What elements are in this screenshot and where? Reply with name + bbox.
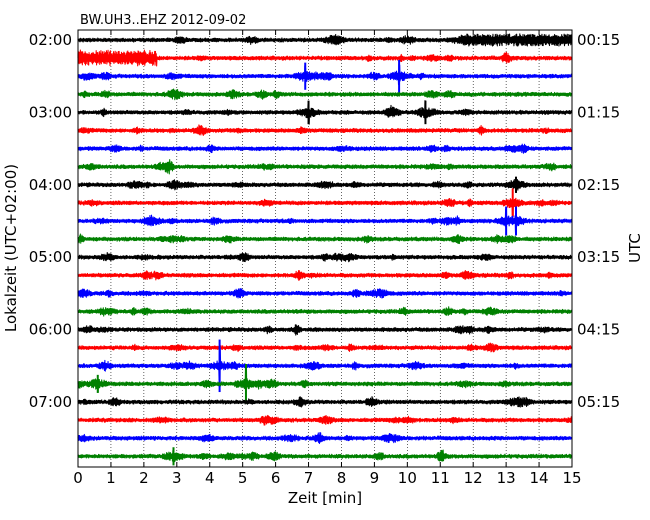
y-axis-label-right: UTC <box>626 233 644 263</box>
seismogram-traces <box>77 33 573 466</box>
x-tick-label: 13 <box>497 469 516 487</box>
x-tick-label: 5 <box>238 469 248 487</box>
seismogram-trace <box>77 208 573 234</box>
time-label-utc: 05:15 <box>577 393 620 411</box>
seismogram-trace <box>77 345 573 391</box>
seismogram-trace <box>77 63 573 89</box>
seismogram-trace <box>77 364 573 399</box>
x-tick-label: 9 <box>370 469 380 487</box>
seismogram-trace <box>77 143 573 154</box>
time-label-utc: 04:15 <box>577 321 620 339</box>
time-label-local: 02:00 <box>29 31 72 49</box>
chart-title: BW.UH3..EHZ 2012-09-02 <box>80 13 246 28</box>
seismogram-trace <box>77 449 573 463</box>
seismogram-trace <box>77 288 573 299</box>
x-axis-label: Zeit [min] <box>288 489 362 507</box>
plot-frame <box>77 29 573 468</box>
x-tick-label: 11 <box>431 469 450 487</box>
x-tick-label: 14 <box>530 469 549 487</box>
seismogram-trace <box>77 306 573 317</box>
time-label-local: 07:00 <box>29 393 72 411</box>
y-axis-label-left: Lokalzeit (UTC+02:00) <box>2 164 20 332</box>
seismogram-trace <box>77 159 573 175</box>
x-tick-label: 6 <box>271 469 281 487</box>
x-tick-label: 1 <box>106 469 116 487</box>
seismogram-trace <box>77 414 573 426</box>
time-label-utc: 01:15 <box>577 103 620 121</box>
axis-ticks <box>77 30 573 467</box>
x-tick-label: 0 <box>73 469 83 487</box>
time-label-local: 05:00 <box>29 248 72 266</box>
seismogram-trace <box>77 324 573 336</box>
seismogram-trace <box>77 342 573 353</box>
seismogram-trace <box>77 189 573 217</box>
x-tick-label: 8 <box>337 469 347 487</box>
x-tick-label: 10 <box>398 469 417 487</box>
seismogram-trace <box>77 100 573 125</box>
time-label-local: 03:00 <box>29 103 72 121</box>
time-label-utc: 03:15 <box>577 248 620 266</box>
x-tick-label: 12 <box>464 469 483 487</box>
seismogram-trace <box>77 33 573 47</box>
x-tick-label: 2 <box>139 469 149 487</box>
x-tick-label: 4 <box>205 469 215 487</box>
seismogram-trace <box>77 49 573 67</box>
seismogram-trace <box>77 252 573 263</box>
x-tick-label: 7 <box>304 469 314 487</box>
seismogram-trace <box>77 270 573 282</box>
seismogram-trace <box>77 88 573 101</box>
seismogram-trace <box>77 432 573 444</box>
seismogram-trace <box>77 396 573 408</box>
x-tick-label: 15 <box>562 469 581 487</box>
time-label-local: 06:00 <box>29 321 72 339</box>
time-label-utc: 02:15 <box>577 176 620 194</box>
seismogram-trace <box>77 177 573 191</box>
seismogram-trace <box>77 124 573 136</box>
time-label-utc: 00:15 <box>577 31 620 49</box>
x-tick-label: 3 <box>172 469 182 487</box>
time-label-local: 04:00 <box>29 176 72 194</box>
axis-labels: 0 1 2 3 4 5 6 7 8 9 10 11 12 13 14 1502:0003:0004:0005:… <box>29 31 620 487</box>
seismogram-trace <box>77 233 573 245</box>
